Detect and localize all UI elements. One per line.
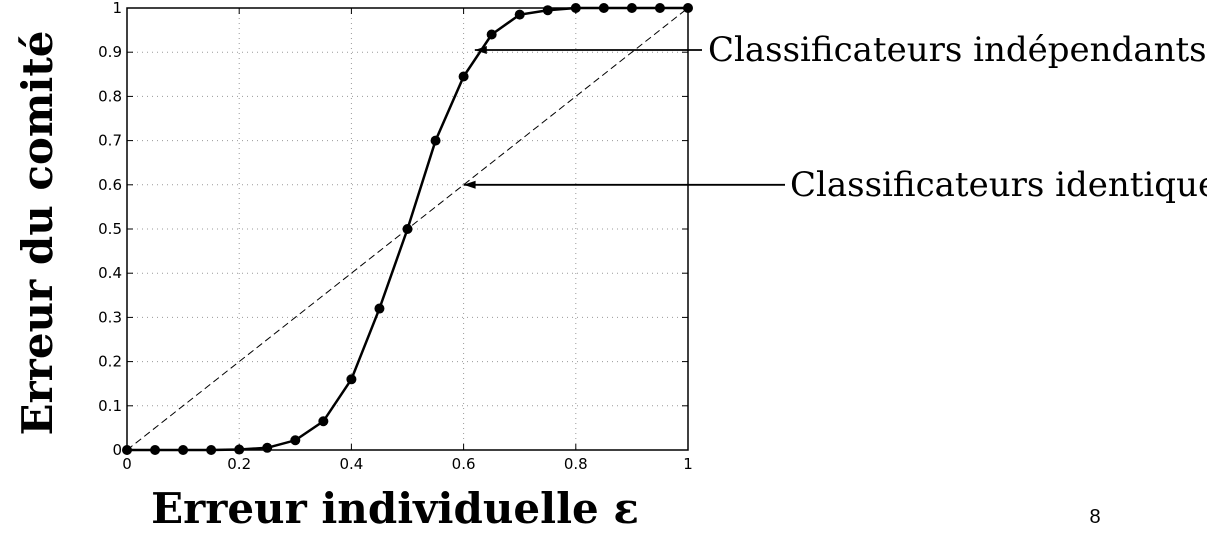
data-point bbox=[598, 3, 609, 13]
x-tick-label: 0.6 bbox=[452, 455, 476, 473]
y-tick-label: 0.5 bbox=[98, 220, 122, 238]
x-tick-label: 1 bbox=[683, 455, 693, 473]
y-tick-label: 0.6 bbox=[98, 176, 122, 194]
data-point bbox=[374, 303, 385, 314]
data-point bbox=[514, 9, 525, 20]
data-point bbox=[683, 3, 693, 13]
y-tick-label: 1 bbox=[112, 0, 122, 17]
data-point bbox=[570, 3, 581, 13]
x-tick-label: 0.2 bbox=[227, 455, 251, 473]
data-point bbox=[206, 445, 217, 455]
data-point bbox=[654, 3, 665, 13]
data-point bbox=[150, 445, 161, 455]
annotation-arrowhead-identiques bbox=[463, 180, 476, 189]
y-tick-label: 0.3 bbox=[98, 308, 122, 326]
y-axis-title: Erreur du comité bbox=[13, 31, 62, 436]
y-tick-label: 0.9 bbox=[98, 43, 122, 61]
annotation-label-identiques: Classificateurs identiques bbox=[790, 165, 1207, 205]
y-tick-label: 0.4 bbox=[98, 264, 122, 282]
x-axis-title: Erreur individuelle ε bbox=[151, 484, 639, 533]
data-point bbox=[626, 3, 637, 13]
data-point bbox=[486, 29, 497, 40]
axis-ticks: 0 0.2 0.4 0.6 0.8 1 0 0.1 0.2 0.3 0.4 0.5 0.6 0.7 0.8 0… bbox=[98, 0, 693, 473]
annotations: Classificateurs indépendants Classificate… bbox=[463, 30, 1207, 205]
x-tick-label: 0.4 bbox=[339, 455, 363, 473]
series-layer bbox=[122, 3, 693, 455]
data-point bbox=[262, 442, 273, 453]
data-point bbox=[402, 224, 413, 234]
page-number: 8 bbox=[1089, 506, 1100, 528]
annotation-label-independants: Classificateurs indépendants bbox=[708, 30, 1207, 70]
y-tick-label: 0.7 bbox=[98, 132, 122, 150]
y-tick-label: 0.1 bbox=[98, 397, 122, 415]
data-point bbox=[542, 5, 553, 16]
data-point bbox=[234, 444, 245, 455]
y-tick-label: 0.2 bbox=[98, 353, 122, 371]
grid bbox=[127, 8, 688, 450]
data-point bbox=[346, 374, 357, 385]
data-point bbox=[178, 445, 189, 455]
y-tick-label: 0.8 bbox=[98, 87, 122, 105]
data-point bbox=[290, 435, 301, 446]
annotation-arrowhead-independants bbox=[474, 45, 487, 54]
x-tick-label: 0.8 bbox=[564, 455, 588, 473]
data-point bbox=[458, 71, 469, 82]
data-point bbox=[122, 445, 132, 455]
x-tick-label: 0 bbox=[122, 455, 132, 473]
data-point bbox=[430, 135, 441, 146]
y-tick-label: 0 bbox=[112, 441, 122, 459]
data-point bbox=[318, 416, 329, 427]
